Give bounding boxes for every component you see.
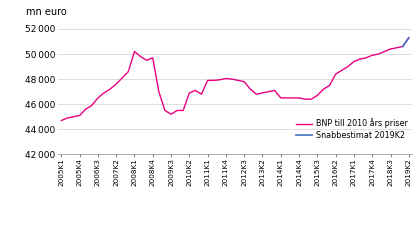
BNP till 2010 års priser xyxy=(352,60,357,63)
BNP till 2010 års priser xyxy=(394,46,399,49)
Line: Snabbestimat 2019K2: Snabbestimat 2019K2 xyxy=(403,38,409,47)
Legend: BNP till 2010 års priser, Snabbestimat 2019K2: BNP till 2010 års priser, Snabbestimat 2… xyxy=(296,118,408,140)
BNP till 2010 års priser xyxy=(138,55,143,58)
Snabbestimat 2019K2 xyxy=(406,36,411,39)
BNP till 2010 års priser xyxy=(59,119,64,122)
Snabbestimat 2019K2 xyxy=(400,45,405,48)
BNP till 2010 års priser xyxy=(406,36,411,39)
Line: BNP till 2010 års priser: BNP till 2010 års priser xyxy=(61,38,409,121)
BNP till 2010 års priser xyxy=(144,59,149,62)
Text: mn euro: mn euro xyxy=(27,7,67,17)
BNP till 2010 års priser xyxy=(290,96,295,99)
BNP till 2010 års priser xyxy=(315,94,320,97)
